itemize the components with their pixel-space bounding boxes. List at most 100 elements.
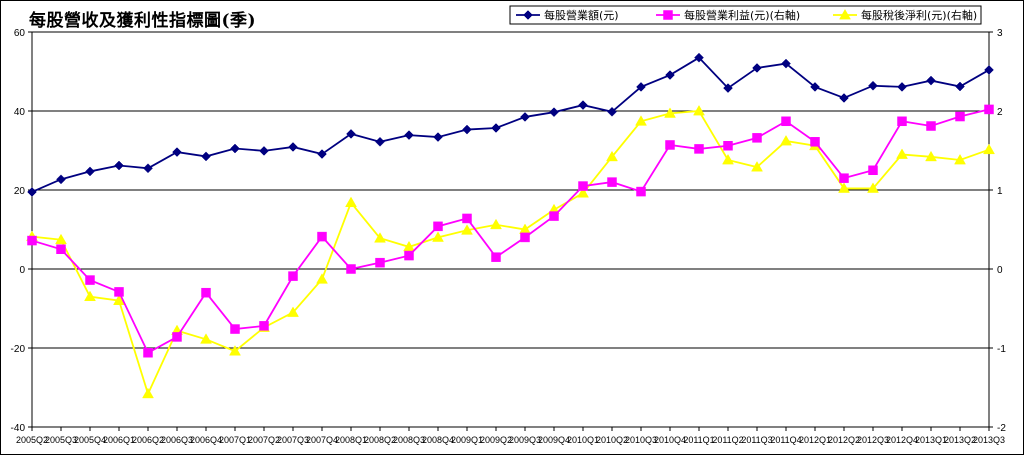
x-tick-label: 2011Q4	[770, 435, 801, 445]
x-tick-label: 2008Q3	[393, 435, 425, 445]
data-point-series-1	[839, 93, 849, 103]
x-tick-label: 2005Q4	[74, 435, 106, 445]
data-point-series-2	[201, 287, 211, 298]
x-tick-label: 2007Q3	[277, 435, 309, 445]
series-line-1	[31, 56, 990, 193]
x-tick-label: 2009Q4	[538, 435, 570, 445]
y-right-tick-label: 0	[997, 265, 1003, 276]
data-point-series-1	[172, 147, 182, 157]
data-point-series-1	[520, 112, 530, 122]
y-right-tick-label: 1	[997, 186, 1003, 197]
data-point-series-1	[143, 163, 153, 174]
data-point-series-2	[433, 221, 443, 232]
data-point-series-1	[288, 142, 298, 152]
data-point-series-3	[55, 233, 67, 245]
data-point-series-2	[636, 186, 646, 197]
x-tick-label: 2006Q2	[132, 435, 164, 445]
x-tick-label: 2013Q3	[973, 435, 1005, 445]
data-point-series-1	[549, 107, 559, 118]
data-point-series-1	[578, 100, 588, 110]
data-point-series-2	[375, 257, 385, 268]
data-point-series-3	[896, 148, 908, 159]
data-point-series-3	[374, 232, 386, 243]
x-tick-label: 2011Q2	[712, 435, 743, 445]
data-point-series-3	[780, 135, 792, 146]
data-point-series-2	[317, 231, 327, 242]
x-tick-label: 2011Q1	[683, 435, 714, 445]
data-point-series-1	[27, 187, 37, 197]
legend-marker-3	[839, 8, 851, 20]
data-point-series-3	[693, 104, 705, 116]
data-point-series-3	[867, 182, 879, 193]
data-point-series-2	[955, 111, 965, 122]
data-point-series-3	[490, 218, 502, 230]
data-point-series-1	[665, 70, 675, 80]
y-right-tick-label: 3	[997, 28, 1003, 39]
data-point-series-3	[983, 143, 995, 155]
x-tick-label: 2006Q3	[161, 435, 193, 445]
x-tick-label: 2006Q1	[103, 435, 135, 445]
data-point-series-3	[316, 273, 328, 284]
legend-marker-1	[523, 10, 533, 20]
data-point-series-1	[462, 124, 472, 135]
x-tick-label: 2006Q4	[190, 435, 222, 445]
x-tick-label: 2007Q4	[306, 435, 338, 445]
y-left-tick-label: 20	[14, 186, 26, 197]
x-tick-label: 2013Q2	[944, 435, 976, 445]
data-point-series-2	[462, 213, 472, 224]
y-left-tick-label: 0	[19, 265, 25, 276]
data-point-series-3	[925, 150, 937, 162]
data-point-series-2	[85, 275, 95, 285]
x-tick-label: 2012Q3	[857, 435, 889, 445]
data-point-series-2	[984, 104, 994, 115]
x-tick-label: 2010Q1	[567, 435, 599, 445]
data-point-series-2	[694, 144, 704, 154]
data-point-series-3	[84, 290, 96, 302]
data-point-series-1	[259, 146, 269, 156]
data-point-series-2	[288, 271, 298, 281]
x-tick-label: 2011Q3	[741, 435, 772, 445]
data-point-series-1	[868, 80, 878, 91]
series-line-3	[31, 110, 990, 397]
data-point-series-2	[926, 121, 936, 131]
data-point-series-3	[432, 231, 444, 242]
data-point-series-3	[577, 187, 589, 198]
y-right-tick-label: -1	[997, 344, 1006, 355]
series-line-2	[31, 108, 990, 354]
y-left-tick-label: 60	[14, 28, 26, 39]
data-point-series-2	[578, 181, 588, 191]
legend-label-1: 每股營業額(元)	[544, 8, 619, 22]
data-point-series-2	[114, 287, 124, 297]
data-point-series-1	[810, 82, 820, 92]
data-point-series-1	[926, 75, 936, 86]
data-point-series-2	[259, 321, 269, 331]
data-point-series-2	[143, 347, 153, 358]
data-point-series-3	[461, 224, 473, 235]
x-tick-label: 2008Q1	[335, 435, 367, 445]
data-point-series-3	[606, 150, 618, 162]
x-tick-label: 2009Q3	[509, 435, 541, 445]
data-point-series-1	[984, 65, 994, 75]
x-tick-label: 2009Q2	[480, 435, 512, 445]
data-point-series-3	[838, 182, 850, 193]
data-point-series-1	[955, 81, 965, 92]
data-point-series-2	[810, 137, 820, 147]
chart-title: 每股營收及獲利性指標圖(季)	[29, 11, 257, 31]
data-point-series-1	[375, 136, 385, 147]
y-right-tick-label: 2	[997, 107, 1003, 118]
data-point-series-1	[781, 58, 791, 69]
data-point-series-1	[230, 143, 240, 154]
data-point-series-1	[433, 132, 443, 142]
data-point-series-1	[723, 83, 733, 93]
data-point-series-2	[781, 116, 791, 127]
legend-marker-2	[663, 10, 673, 20]
data-point-series-2	[346, 264, 356, 274]
data-point-series-2	[665, 140, 675, 150]
data-point-series-2	[172, 332, 182, 342]
data-point-series-1	[404, 130, 414, 140]
x-tick-label: 2012Q4	[886, 435, 918, 445]
data-point-series-2	[723, 141, 733, 151]
data-point-series-2	[607, 177, 617, 187]
data-point-series-2	[897, 116, 907, 127]
x-tick-label: 2012Q1	[799, 435, 831, 445]
